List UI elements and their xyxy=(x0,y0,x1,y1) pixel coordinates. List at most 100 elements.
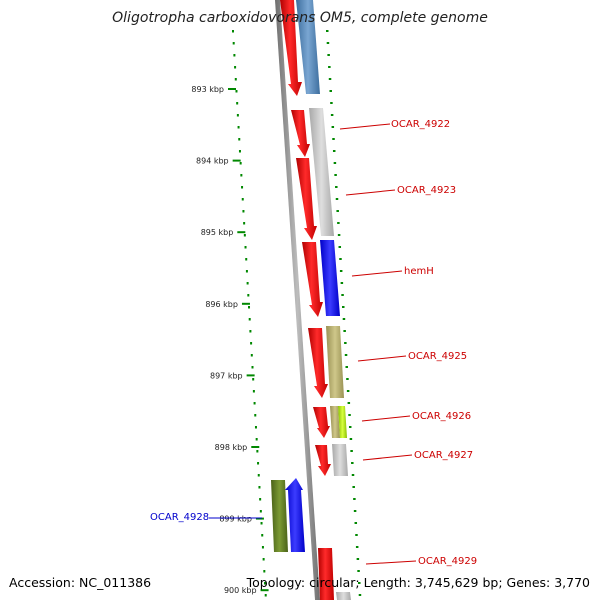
cds-arrow-reverse[interactable] xyxy=(285,478,305,552)
cds-arrow[interactable] xyxy=(313,407,330,438)
gc-dot xyxy=(250,342,253,345)
gc-dot xyxy=(245,270,248,273)
cds-arrow[interactable] xyxy=(291,110,310,157)
gc-dot xyxy=(345,366,348,368)
gc-dot xyxy=(243,234,246,237)
gc-dot xyxy=(245,258,248,261)
gc-dot xyxy=(355,534,358,536)
gc-dot xyxy=(335,186,338,188)
kbp-scale: 893 kbp 894 kbp 895 kbp 896 kbp 897 kbp 898 k… xyxy=(191,85,269,595)
reverse-strand-genes xyxy=(271,478,305,552)
label-leaders xyxy=(209,123,417,565)
gene-label[interactable]: OCAR_4927 xyxy=(414,450,473,461)
kbp-tick-label: 900 kbp xyxy=(224,586,257,595)
gc-dot xyxy=(256,450,259,453)
gc-dot xyxy=(248,306,251,309)
gc-dot xyxy=(355,546,359,548)
gc-dot xyxy=(247,294,250,297)
gene-label[interactable]: OCAR_4928 xyxy=(150,512,209,523)
gc-dot xyxy=(342,306,345,308)
cog-block[interactable] xyxy=(332,444,348,476)
gc-dot xyxy=(249,330,252,333)
gc-dot xyxy=(246,282,249,285)
gc-dot xyxy=(252,390,255,393)
genome-stats-text: Topology: circular; Length: 3,745,629 bp… xyxy=(246,575,590,590)
gc-dot xyxy=(236,114,239,117)
gene-label[interactable]: OCAR_4929 xyxy=(418,556,477,567)
gc-dot xyxy=(348,414,351,416)
cog-block[interactable] xyxy=(320,240,340,316)
gc-dot xyxy=(252,378,255,381)
gc-dot xyxy=(342,318,346,320)
cog-block[interactable] xyxy=(271,480,288,552)
gc-dot xyxy=(239,162,242,165)
gc-skew-track xyxy=(232,30,362,597)
cog-block[interactable] xyxy=(309,108,334,236)
gc-dot xyxy=(329,90,332,92)
gc-dot xyxy=(332,138,335,140)
gc-dot xyxy=(326,30,329,32)
gene-label[interactable]: OCAR_4923 xyxy=(397,185,456,196)
gc-dot xyxy=(237,126,240,129)
gc-dot xyxy=(263,570,266,573)
gc-dot xyxy=(336,210,339,212)
cog-block[interactable] xyxy=(326,326,344,398)
gc-dot xyxy=(340,282,344,284)
gc-dot xyxy=(238,150,241,153)
kbp-tick-label: 898 kbp xyxy=(215,443,248,452)
gc-dot xyxy=(243,222,246,225)
gc-dot xyxy=(254,426,257,429)
gc-dot xyxy=(248,318,251,321)
gene-label[interactable]: hemH xyxy=(404,266,434,277)
gc-dot xyxy=(343,330,346,332)
gc-dot xyxy=(328,78,332,80)
gc-dot xyxy=(240,174,243,177)
gc-dot xyxy=(348,426,352,428)
gc-dot xyxy=(241,186,244,189)
cog-block[interactable] xyxy=(338,406,347,438)
cds-arrow[interactable] xyxy=(296,158,317,240)
gc-dot xyxy=(264,594,267,597)
cog-block[interactable] xyxy=(296,0,320,94)
kbp-tick-label: 896 kbp xyxy=(205,300,238,309)
gc-dot xyxy=(341,294,344,296)
gc-dot xyxy=(234,66,237,69)
gc-dot xyxy=(332,150,336,152)
gene-labels: OCAR_4922 OCAR_4923 hemH OCAR_4925 OCAR_… xyxy=(150,119,477,567)
gc-dot xyxy=(351,474,355,476)
genome-backbone xyxy=(275,0,320,600)
cds-arrow[interactable] xyxy=(308,328,328,398)
gc-dot xyxy=(232,30,234,33)
gene-label[interactable]: OCAR_4926 xyxy=(412,411,471,422)
gc-dot xyxy=(241,198,244,201)
cds-arrow[interactable] xyxy=(302,242,323,317)
gc-dot xyxy=(261,534,264,537)
gene-label[interactable]: OCAR_4922 xyxy=(391,119,450,130)
gc-dot xyxy=(255,438,258,441)
gc-dot xyxy=(259,498,262,501)
cog-block[interactable] xyxy=(336,592,351,600)
gc-dot xyxy=(335,198,339,200)
gc-dot xyxy=(338,246,342,248)
cds-arrow[interactable] xyxy=(315,445,331,476)
kbp-tick-label: 895 kbp xyxy=(201,228,234,237)
cog-block[interactable] xyxy=(330,406,340,438)
genome-title: Oligotropha carboxidovorans OM5, complet… xyxy=(112,10,488,26)
gc-dot xyxy=(262,558,265,561)
cds-arrow[interactable] xyxy=(318,548,334,600)
gc-dot xyxy=(330,102,333,104)
gc-dot xyxy=(358,594,362,596)
gc-dot xyxy=(326,42,330,44)
gc-dot xyxy=(234,78,237,81)
kbp-tick-label: 899 kbp xyxy=(219,515,252,524)
gc-dot xyxy=(235,90,238,93)
cds-arrow[interactable] xyxy=(280,0,302,96)
gc-dot xyxy=(253,402,256,405)
gene-label[interactable]: OCAR_4925 xyxy=(408,351,467,362)
gc-dot xyxy=(331,126,335,128)
gc-dot xyxy=(257,462,260,465)
gc-dot xyxy=(349,438,353,440)
cog-track xyxy=(296,0,351,600)
gc-dot xyxy=(353,510,357,512)
